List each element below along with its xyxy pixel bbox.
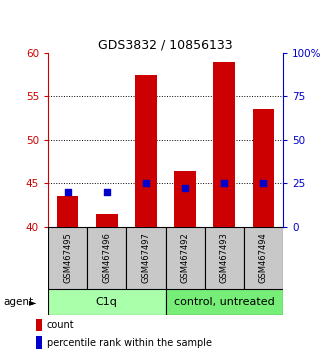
Bar xyxy=(205,227,244,289)
Point xyxy=(222,180,227,186)
Point xyxy=(143,180,149,186)
Bar xyxy=(253,109,274,227)
Title: GDS3832 / 10856133: GDS3832 / 10856133 xyxy=(98,39,233,52)
Bar xyxy=(48,227,87,289)
Bar xyxy=(96,215,118,227)
Text: count: count xyxy=(47,320,74,330)
Text: GSM467494: GSM467494 xyxy=(259,232,268,283)
Bar xyxy=(36,336,42,349)
Text: GSM467495: GSM467495 xyxy=(63,232,72,283)
Bar xyxy=(166,289,283,315)
Point xyxy=(104,189,109,195)
Bar xyxy=(244,227,283,289)
Text: GSM467492: GSM467492 xyxy=(181,232,190,283)
Bar xyxy=(213,62,235,227)
Bar xyxy=(48,289,166,315)
Bar xyxy=(126,227,166,289)
Bar xyxy=(87,227,126,289)
Text: percentile rank within the sample: percentile rank within the sample xyxy=(47,338,212,348)
Bar xyxy=(135,75,157,227)
Bar xyxy=(166,227,205,289)
Bar xyxy=(36,319,42,331)
Text: GSM467496: GSM467496 xyxy=(102,232,111,283)
Text: control, untreated: control, untreated xyxy=(174,297,275,307)
Point xyxy=(261,180,266,186)
Text: C1q: C1q xyxy=(96,297,118,307)
Text: GSM467497: GSM467497 xyxy=(141,232,150,283)
Text: agent: agent xyxy=(3,297,33,307)
Bar xyxy=(57,196,78,227)
Point xyxy=(182,185,188,190)
Point xyxy=(65,189,70,195)
Text: ►: ► xyxy=(29,297,37,307)
Bar xyxy=(174,171,196,227)
Text: GSM467493: GSM467493 xyxy=(220,232,229,283)
